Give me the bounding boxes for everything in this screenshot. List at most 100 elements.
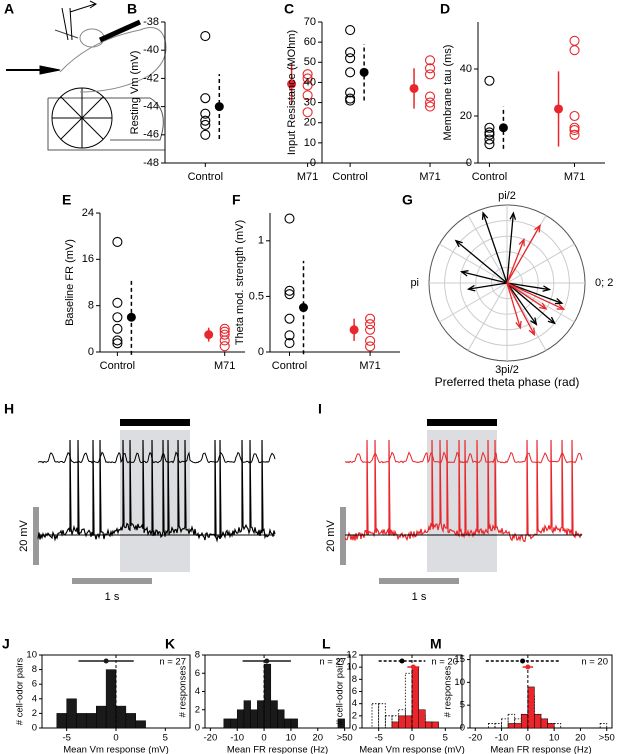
- x-tick-label: 20: [575, 733, 586, 744]
- panel-letter: A: [4, 1, 14, 17]
- histogram-bar: [236, 709, 245, 729]
- data-point: [424, 63, 436, 74]
- histogram-bar: [547, 723, 555, 729]
- y-tick-label: 8: [195, 650, 200, 661]
- data-point: [284, 285, 295, 296]
- polar-spoke: [467, 215, 508, 284]
- histogram-bar: [378, 703, 386, 729]
- arrow-shaft: [506, 282, 537, 325]
- polar-spoke: [439, 282, 508, 323]
- data-point: [365, 313, 376, 324]
- x-axis-label: Mean FR response (Hz): [227, 745, 328, 754]
- histogram-bar: [599, 723, 608, 729]
- mean-point: [287, 79, 297, 89]
- annotation: n = 20: [431, 657, 458, 668]
- histogram-bar: [418, 709, 426, 729]
- annotation: n = 27: [159, 657, 186, 668]
- data-point: [200, 93, 211, 104]
- data-point: [219, 329, 230, 340]
- arrow-shaft: [506, 282, 563, 304]
- angle-label: pi/2: [498, 190, 516, 202]
- mean-point: [126, 312, 136, 322]
- data-point: [424, 91, 436, 102]
- x-tick-label: M71: [564, 171, 585, 183]
- histogram-bar: [96, 705, 107, 729]
- arrow-head: [530, 317, 538, 326]
- histogram-bar: [431, 721, 439, 729]
- y-tick-label: 1: [258, 235, 264, 247]
- data-point: [302, 69, 313, 80]
- histogram-bar: [277, 709, 285, 729]
- histogram-bar: [230, 718, 238, 729]
- data-point: [345, 47, 356, 58]
- y-axis-label: Membrane tau (ms): [442, 45, 454, 141]
- data-point: [365, 324, 376, 335]
- data-point: [284, 213, 295, 224]
- arrow-head: [466, 284, 476, 292]
- data-point: [484, 75, 495, 86]
- x-axis-label: Mean Vm response (mV): [63, 745, 169, 754]
- mean-point: [410, 664, 416, 670]
- y-tick-label: -46: [143, 129, 159, 141]
- data-point: [345, 95, 356, 106]
- histogram-bar: [501, 718, 509, 729]
- mean-point: [264, 658, 270, 664]
- y-axis-label: Baseline FR (mV): [64, 239, 76, 326]
- mean-point: [554, 104, 564, 114]
- histogram-bar: [115, 705, 127, 729]
- y-tick-label: -38: [143, 16, 159, 28]
- data-point: [569, 110, 580, 122]
- data-point: [112, 323, 123, 334]
- y-tick-label: 4: [32, 693, 37, 704]
- data-point: [569, 129, 580, 140]
- y-tick-label: 40: [460, 63, 472, 75]
- polar-spoke: [439, 243, 508, 284]
- arrow-head: [542, 285, 552, 292]
- phase-arrow: [506, 282, 548, 310]
- x-axis-label: Preferred theta phase (rad): [435, 375, 580, 389]
- histogram-bar: [135, 720, 146, 729]
- panel-letter: J: [2, 636, 10, 652]
- arrow-shaft: [506, 282, 535, 335]
- x-tick-label: 20: [312, 733, 323, 744]
- arrow-shaft: [506, 282, 564, 310]
- histogram-bar: [553, 723, 562, 729]
- panel-letter: B: [127, 1, 137, 17]
- data-point: [569, 122, 580, 133]
- y-tick-label: -44: [143, 101, 159, 113]
- histogram-bar: [371, 703, 380, 729]
- x-tick-label: M71: [419, 171, 440, 183]
- y-tick-label: 10: [304, 137, 316, 149]
- data-point: [365, 335, 376, 346]
- annotation: n = 20: [581, 657, 608, 668]
- histogram-bar: [250, 709, 258, 729]
- data-point: [345, 25, 356, 36]
- y-axis-label: Input Resistance (MOhm): [286, 30, 298, 155]
- y-tick-label: 2: [352, 710, 357, 721]
- arrow-head: [518, 237, 525, 247]
- stimulus-shading: [33, 419, 497, 584]
- data-point: [365, 341, 376, 352]
- panel-letter: F: [232, 192, 241, 208]
- data-point: [112, 335, 123, 346]
- histogram-bar: [521, 714, 529, 729]
- mean-point: [214, 102, 224, 112]
- y-tick-label: 0: [195, 723, 200, 734]
- y-tick-label: 15: [454, 654, 465, 665]
- phase-arrow: [506, 282, 536, 337]
- histogram-bar: [425, 721, 433, 729]
- histogram-bar: [243, 700, 251, 729]
- arrow-head: [556, 303, 566, 310]
- x-tick-label: 0: [261, 733, 266, 744]
- y-tick-label: 12: [346, 650, 357, 661]
- y-tick-label: 16: [82, 253, 94, 265]
- data-point: [112, 236, 123, 248]
- data-point: [569, 35, 580, 46]
- x-tick-label: Control: [272, 360, 307, 372]
- y-tick-label: 24: [82, 207, 94, 219]
- y-tick-label: 6: [32, 679, 37, 690]
- histogram-bar: [56, 713, 67, 729]
- arrow-shaft: [506, 282, 521, 329]
- x-tick-label: 0: [525, 733, 530, 744]
